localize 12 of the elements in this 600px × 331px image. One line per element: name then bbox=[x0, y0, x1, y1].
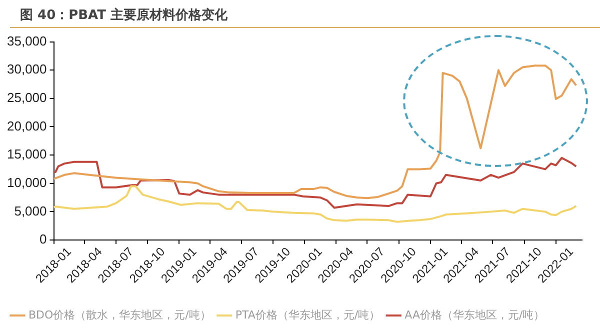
legend-label: PTA价格（华东地区，元/吨） bbox=[235, 308, 380, 322]
y-tick-label: 0 bbox=[40, 232, 47, 247]
y-tick-label: 15,000 bbox=[6, 146, 47, 162]
y-tick-label: 25,000 bbox=[6, 90, 47, 106]
y-tick-label: 20,000 bbox=[6, 118, 47, 134]
y-tick-label: 10,000 bbox=[6, 174, 47, 190]
legend-label: BDO价格（散水，华东地区，元/吨） bbox=[28, 308, 211, 322]
y-tick-label: 5,000 bbox=[14, 203, 47, 218]
chart-title: 图 40：PBAT 主要原材料价格变化 bbox=[20, 6, 228, 24]
legend-label: AA价格（华东地区，元/吨） bbox=[404, 308, 545, 322]
y-tick-label: 30,000 bbox=[6, 62, 47, 77]
y-tick-label: 35,000 bbox=[6, 33, 47, 48]
